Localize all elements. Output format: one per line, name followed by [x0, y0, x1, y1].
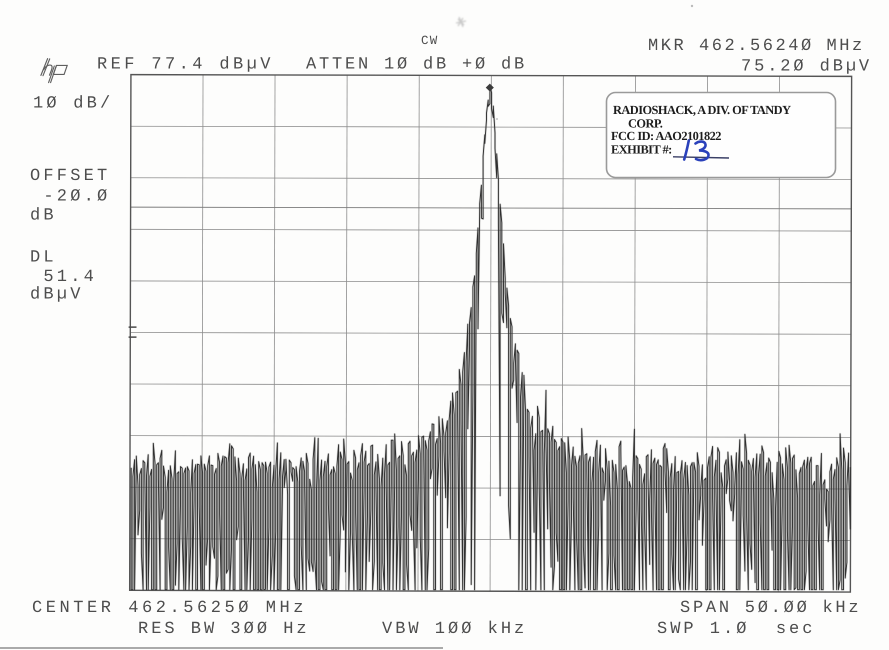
svg-text:CORP.: CORP. — [628, 117, 663, 131]
svg-text:CW: CW — [421, 34, 438, 48]
svg-text:MKR 462.5624Ø MHz: MKR 462.5624Ø MHz — [648, 37, 865, 56]
svg-text:FCC ID: AAO2101822: FCC ID: AAO2101822 — [611, 129, 721, 143]
svg-text:SPAN 5Ø.ØØ kHz: SPAN 5Ø.ØØ kHz — [680, 599, 861, 618]
svg-text:dB: dB — [30, 207, 57, 226]
svg-text:CENTER 462.5625Ø MHz: CENTER 462.5625Ø MHz — [32, 599, 307, 618]
svg-text:-2Ø.Ø: -2Ø.Ø — [30, 188, 110, 207]
svg-text:ATTEN 1Ø dB +Ø dB: ATTEN 1Ø dB +Ø dB — [306, 56, 527, 75]
svg-text:51.4: 51.4 — [30, 268, 97, 287]
svg-text:RADIOSHACK, A DIV. OF TANDY: RADIOSHACK, A DIV. OF TANDY — [613, 103, 791, 117]
svg-text:75.2Ø dBµV: 75.2Ø dBµV — [741, 58, 872, 77]
svg-text:VBW 1ØØ kHz: VBW 1ØØ kHz — [382, 620, 527, 639]
svg-text:SWP 1.Ø sec: SWP 1.Ø sec — [657, 620, 815, 639]
svg-text:dBµV: dBµV — [30, 286, 84, 305]
svg-text:OFFSET: OFFSET — [30, 167, 110, 186]
svg-text:EXHIBIT #:: EXHIBIT #: — [611, 143, 672, 157]
svg-text:REF 77.4 dBµV: REF 77.4 dBµV — [97, 56, 274, 75]
svg-text:RES BW 3ØØ Hz: RES BW 3ØØ Hz — [138, 620, 310, 639]
svg-text:1Ø dB/: 1Ø dB/ — [33, 95, 113, 114]
svg-text:DL: DL — [30, 249, 57, 268]
